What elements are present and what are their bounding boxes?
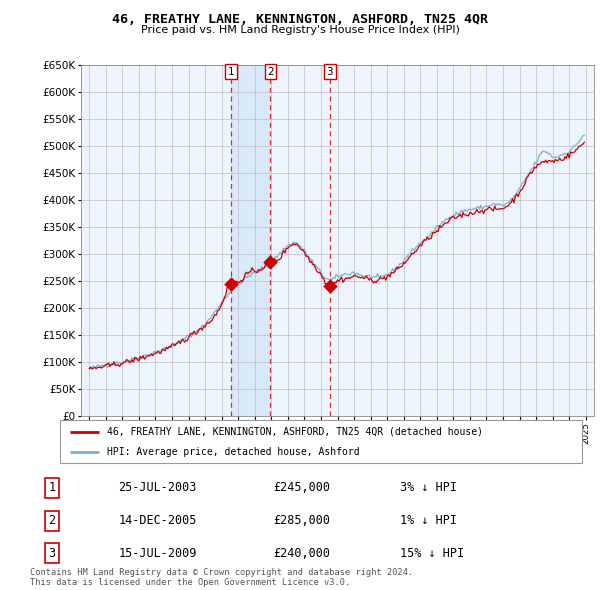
Point	[325, 281, 335, 291]
Text: £245,000: £245,000	[273, 481, 330, 494]
Text: 15-JUL-2009: 15-JUL-2009	[118, 547, 197, 560]
Bar	[231, 65, 271, 416]
Text: 2: 2	[49, 514, 56, 527]
Text: 1: 1	[49, 481, 56, 494]
Text: 46, FREATHY LANE, KENNINGTON, ASHFORD, TN25 4QR: 46, FREATHY LANE, KENNINGTON, ASHFORD, T…	[112, 13, 488, 26]
Text: 3: 3	[326, 67, 333, 77]
Text: 1% ↓ HPI: 1% ↓ HPI	[400, 514, 457, 527]
FancyBboxPatch shape	[60, 420, 582, 463]
Text: £240,000: £240,000	[273, 547, 330, 560]
Text: HPI: Average price, detached house, Ashford: HPI: Average price, detached house, Ashf…	[107, 447, 359, 457]
Text: 3% ↓ HPI: 3% ↓ HPI	[400, 481, 457, 494]
Text: 2: 2	[267, 67, 274, 77]
Text: 14-DEC-2005: 14-DEC-2005	[118, 514, 197, 527]
Text: 25-JUL-2003: 25-JUL-2003	[118, 481, 197, 494]
Point	[226, 279, 236, 289]
Text: 1: 1	[227, 67, 234, 77]
Text: Contains HM Land Registry data © Crown copyright and database right 2024.
This d: Contains HM Land Registry data © Crown c…	[30, 568, 413, 587]
Text: £285,000: £285,000	[273, 514, 330, 527]
Text: 3: 3	[49, 547, 56, 560]
Text: Price paid vs. HM Land Registry's House Price Index (HPI): Price paid vs. HM Land Registry's House …	[140, 25, 460, 35]
Text: 15% ↓ HPI: 15% ↓ HPI	[400, 547, 464, 560]
Point	[266, 257, 275, 267]
Text: 46, FREATHY LANE, KENNINGTON, ASHFORD, TN25 4QR (detached house): 46, FREATHY LANE, KENNINGTON, ASHFORD, T…	[107, 427, 483, 437]
